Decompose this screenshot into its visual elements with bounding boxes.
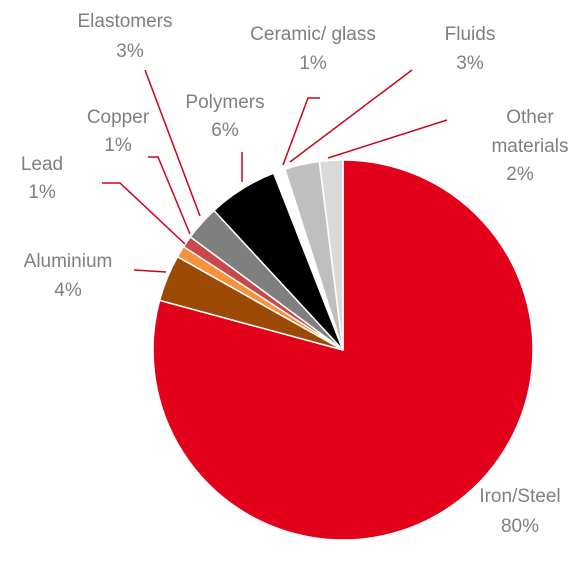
leader-line [327,119,448,159]
value-label: 1% [299,53,327,74]
value-label: 4% [54,280,82,301]
value-label: 1% [104,135,132,156]
value-label: 1% [28,182,56,203]
label-line: materials [491,136,568,157]
leader-line [102,182,186,245]
leader-line [282,97,320,166]
category-label: Other materials [491,107,568,157]
value-label: 3% [456,53,484,74]
category-label: Ceramic/ glass [250,24,376,45]
category-label: Iron/Steel [479,486,560,507]
category-label: Copper [87,107,150,128]
leader-line [144,69,201,217]
value-label: 6% [211,120,239,141]
category-label: Fluids [445,24,496,45]
pie-slice [318,159,344,351]
leader-line [148,156,191,235]
category-label: Polymers [185,92,264,113]
value-label: 3% [116,41,144,62]
value-label: 2% [506,164,534,185]
category-label: Elastomers [77,11,172,32]
category-label: Lead [21,154,63,175]
leader-line [133,269,167,273]
leader-lines [102,69,448,273]
label-line: Other [506,107,554,128]
category-label: Aluminium [24,251,113,272]
leader-line [289,69,413,163]
labels: Iron/Steel 80% Aluminium 4% Lead 1% Copper 1% El… [21,11,569,537]
value-label: 80% [501,516,539,537]
slices [152,159,534,541]
